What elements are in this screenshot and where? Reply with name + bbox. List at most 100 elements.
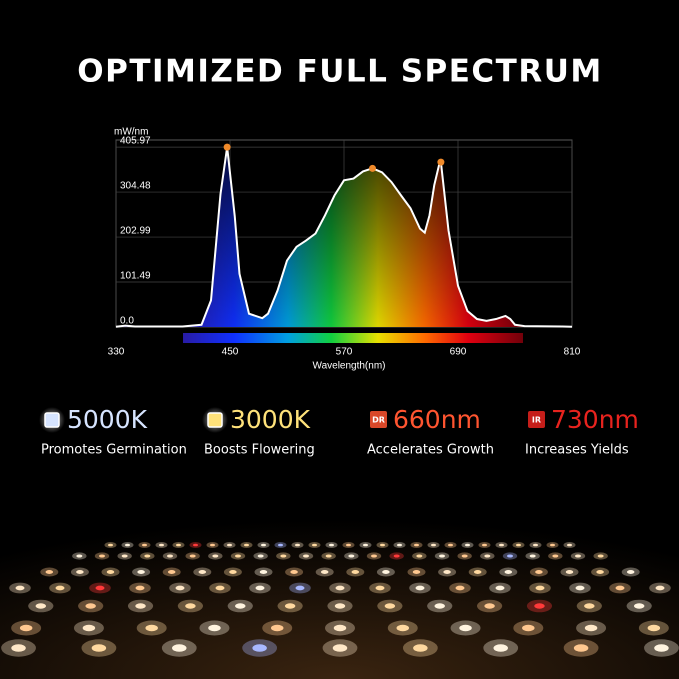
led	[513, 620, 544, 636]
led-light	[346, 543, 351, 547]
led-light	[261, 543, 266, 547]
led-light	[290, 570, 298, 574]
led-light	[235, 554, 241, 558]
led	[132, 567, 151, 577]
led	[257, 542, 270, 548]
led	[285, 567, 304, 577]
led-light	[535, 570, 543, 574]
led-light	[329, 543, 334, 547]
led	[461, 542, 474, 548]
led-light	[137, 570, 145, 574]
led	[548, 552, 563, 560]
led-light	[325, 554, 332, 558]
led-light	[235, 603, 246, 609]
led	[576, 620, 607, 636]
led-light	[575, 585, 585, 591]
led-light	[45, 570, 54, 574]
led-light	[210, 543, 215, 547]
led	[223, 542, 236, 548]
led	[387, 620, 418, 636]
led-light	[252, 644, 267, 652]
x-tick-label: 450	[222, 347, 239, 358]
led-light	[142, 543, 147, 547]
led-light	[567, 543, 572, 547]
icon-box	[207, 412, 223, 428]
led-light	[504, 570, 513, 574]
led-light	[125, 543, 130, 547]
led	[342, 542, 355, 548]
led-light	[465, 543, 470, 547]
led	[346, 567, 365, 577]
led-light	[499, 543, 504, 547]
led	[298, 552, 314, 560]
led	[49, 582, 71, 594]
led-light	[91, 644, 107, 652]
led	[78, 599, 104, 613]
led-light	[529, 554, 536, 558]
spectrum-bar	[183, 333, 523, 343]
led-light	[333, 624, 347, 632]
led	[177, 599, 203, 613]
led-light	[431, 543, 436, 547]
led	[366, 552, 382, 560]
led-light	[615, 585, 625, 591]
feature-value: 5000K	[67, 405, 148, 434]
badge-box	[370, 411, 387, 428]
led	[129, 582, 151, 594]
led	[274, 542, 287, 548]
led	[376, 567, 395, 577]
led-light	[597, 554, 604, 558]
led-light	[19, 624, 33, 632]
led-light	[159, 543, 164, 547]
led	[427, 599, 453, 613]
led-light	[108, 543, 113, 547]
led-light	[415, 585, 425, 591]
led-light	[382, 570, 390, 574]
led-light	[295, 543, 300, 547]
led-light	[443, 570, 451, 574]
led	[638, 620, 669, 636]
led-light	[575, 554, 581, 558]
led-light	[371, 554, 377, 558]
title: OPTIMIZED FULL SPECTRUM	[77, 54, 602, 90]
led	[407, 567, 426, 577]
led-light	[393, 554, 400, 558]
spectrum-line	[115, 146, 573, 328]
led	[512, 542, 525, 548]
peak-dot	[223, 143, 231, 151]
x-tick-label: 570	[336, 347, 353, 358]
led	[254, 567, 273, 577]
feature-label: Boosts Flowering	[204, 443, 315, 458]
led	[369, 582, 391, 594]
led	[477, 599, 503, 613]
led	[377, 599, 403, 613]
led	[94, 552, 110, 560]
led	[649, 582, 671, 594]
led	[199, 620, 230, 636]
led	[40, 567, 59, 577]
x-tick-label: 330	[108, 347, 125, 358]
led	[389, 552, 404, 560]
led-light	[76, 554, 83, 558]
led-light	[334, 603, 346, 609]
feature-label: Promotes Germination	[41, 443, 187, 458]
y-tick-label: 0.0	[120, 316, 134, 327]
led	[322, 639, 358, 657]
led	[427, 542, 440, 548]
led-light	[434, 603, 445, 609]
led	[315, 567, 334, 577]
led	[529, 542, 542, 548]
led-light	[626, 570, 635, 574]
led	[193, 567, 212, 577]
spectrum-shade	[116, 147, 572, 327]
features: 5000K Promotes Germination 3000K Boosts Flo…	[39, 405, 639, 458]
led	[73, 620, 104, 636]
led-light	[215, 585, 225, 591]
led-light	[82, 624, 96, 632]
badge-text: DR	[372, 416, 385, 425]
led	[393, 542, 406, 548]
led-light	[584, 603, 595, 609]
led-light	[35, 603, 47, 609]
led-light	[375, 585, 385, 591]
led	[72, 552, 87, 560]
